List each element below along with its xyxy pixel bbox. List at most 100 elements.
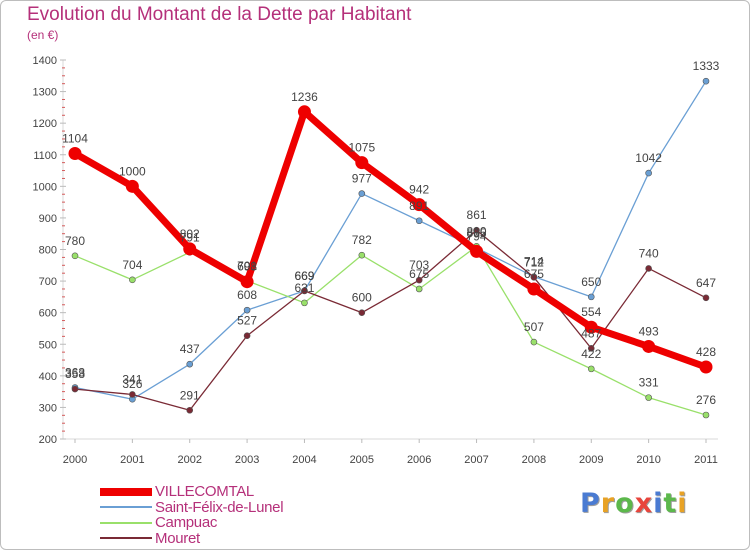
data-label: 791 <box>180 230 200 244</box>
data-point <box>530 338 538 346</box>
x-tick-label: 2011 <box>694 454 718 466</box>
data-point <box>587 365 595 373</box>
data-point <box>71 385 79 393</box>
chart-title: Evolution du Montant de la Dette par Hab… <box>27 4 412 25</box>
data-point <box>530 273 538 281</box>
data-label: 341 <box>122 372 142 386</box>
y-tick-label: 200 <box>39 434 57 446</box>
data-label: 363 <box>65 366 85 380</box>
x-tick-label: 2001 <box>120 454 144 466</box>
data-label: 331 <box>639 376 659 390</box>
data-label: 669 <box>294 269 314 283</box>
data-point <box>125 179 139 193</box>
data-label: 782 <box>352 233 372 247</box>
data-point <box>129 391 136 398</box>
proxiti-logo: Proxiti <box>580 488 688 519</box>
legend-swatch <box>100 506 152 509</box>
logo-letter: i <box>653 488 664 519</box>
data-label: 805 <box>467 226 487 240</box>
legend-swatch <box>100 521 152 524</box>
data-point <box>68 146 82 160</box>
data-label: 647 <box>696 276 716 290</box>
x-tick-label: 2010 <box>636 454 660 466</box>
data-label: 1042 <box>635 151 662 165</box>
data-label: 977 <box>352 172 372 186</box>
x-tick-label: 2008 <box>522 454 546 466</box>
data-label: 1236 <box>291 90 318 104</box>
y-tick-label: 1300 <box>33 87 57 99</box>
data-label: 942 <box>409 183 429 197</box>
data-label: 712 <box>524 255 544 269</box>
series-line-mouret <box>74 229 707 411</box>
x-tick-label: 2007 <box>464 454 488 466</box>
data-label: 714 <box>524 255 544 269</box>
data-label: 487 <box>581 326 601 340</box>
y-tick-label: 600 <box>39 308 57 320</box>
data-label: 527 <box>237 314 257 328</box>
data-point <box>301 299 308 307</box>
data-point <box>645 394 652 401</box>
data-label: 422 <box>581 347 601 361</box>
logo-letter: o <box>615 488 635 519</box>
data-point <box>470 244 484 258</box>
data-point <box>186 360 194 368</box>
legend-label: Saint-Félix-de-Lunel <box>155 498 284 516</box>
data-point <box>297 105 311 119</box>
data-point <box>584 320 598 334</box>
legend-swatch <box>100 537 152 540</box>
data-point <box>301 287 308 295</box>
data-point <box>186 406 194 414</box>
data-label: 675 <box>524 267 544 281</box>
data-label: 794 <box>467 229 487 243</box>
data-point <box>587 345 595 352</box>
data-label: 507 <box>524 320 544 334</box>
data-point <box>243 306 251 314</box>
y-tick-label: 1000 <box>33 181 57 193</box>
data-label: 891 <box>409 199 429 213</box>
data-point <box>473 226 480 234</box>
y-tick-label: 1400 <box>33 55 57 67</box>
data-label: 703 <box>409 258 429 272</box>
y-tick-label: 400 <box>39 371 57 383</box>
data-point <box>183 242 197 256</box>
data-point <box>587 293 595 301</box>
x-tick-label: 2006 <box>407 454 431 466</box>
data-label: 1333 <box>693 59 720 73</box>
data-label: 608 <box>237 288 257 302</box>
data-label: 802 <box>180 227 200 241</box>
x-tick-label: 2000 <box>63 454 87 466</box>
data-point <box>702 411 710 419</box>
data-label: 740 <box>639 246 659 260</box>
x-tick-label: 2004 <box>292 454 316 466</box>
y-tick-label: 1100 <box>33 150 57 162</box>
data-label: 669 <box>294 269 314 283</box>
data-point <box>358 190 366 197</box>
y-tick-label: 1200 <box>33 118 57 130</box>
data-label: 493 <box>639 324 659 338</box>
legend-label: Mouret <box>155 529 200 547</box>
series-line-campuac <box>74 245 707 416</box>
data-point <box>415 217 423 225</box>
series-line-villecomtal <box>71 108 710 371</box>
data-point <box>645 169 652 177</box>
x-tick-label: 2009 <box>579 454 603 466</box>
data-label: 704 <box>122 258 142 272</box>
data-label: 698 <box>237 260 257 274</box>
data-point <box>415 276 423 284</box>
data-label: 554 <box>581 305 601 319</box>
data-point <box>699 360 713 374</box>
data-label: 631 <box>294 281 314 295</box>
logo-letter: x <box>634 488 654 519</box>
data-point <box>358 309 366 316</box>
y-tick-label: 700 <box>39 276 57 288</box>
data-point <box>702 77 710 85</box>
data-label: 276 <box>696 393 716 407</box>
logo-letter: t <box>663 488 678 519</box>
data-label: 810 <box>467 224 487 238</box>
data-label: 291 <box>180 388 200 402</box>
legend-swatch <box>100 487 152 496</box>
data-label: 861 <box>467 208 487 222</box>
data-point <box>702 294 710 302</box>
